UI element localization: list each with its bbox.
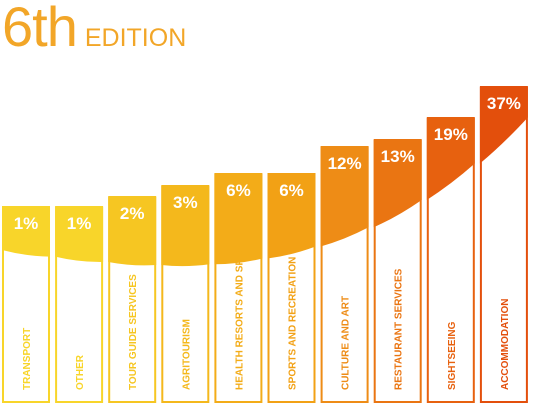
page-title: 6th EDITION: [2, 0, 186, 59]
bar-fill: [214, 174, 263, 265]
bar: [108, 196, 157, 403]
category-label: TOUR GUIDE SERVICES: [128, 274, 139, 390]
category-label: TRANSPORT: [22, 328, 33, 390]
category-label: AGRITOURISM: [181, 319, 192, 390]
category-label: SPORTS AND RECREATION: [288, 257, 299, 390]
edition-number: 6th: [2, 0, 78, 58]
value-label: 12%: [328, 154, 362, 173]
value-label: 2%: [120, 204, 145, 223]
bar: [267, 173, 316, 403]
value-label: 3%: [173, 193, 198, 212]
value-label: 19%: [434, 125, 468, 144]
category-label: CULTURE AND ART: [341, 296, 352, 390]
edition-word: EDITION: [84, 24, 187, 52]
bar-fill: [161, 186, 210, 267]
bar: [373, 139, 422, 403]
bar: [161, 185, 210, 403]
category-label: OTHER: [75, 354, 86, 390]
category-label: ACCOMMODATION: [500, 299, 511, 390]
bar-fill: [267, 174, 316, 259]
value-label: 6%: [279, 181, 304, 200]
category-label: RESTAURANT SERVICES: [394, 268, 405, 390]
bar: [214, 173, 263, 403]
value-label: 13%: [381, 147, 415, 166]
bar-fill: [55, 207, 104, 263]
bar-fill: [108, 197, 157, 266]
bar: [2, 206, 50, 403]
value-label: 6%: [226, 181, 251, 200]
value-label: 1%: [67, 214, 92, 233]
bar: [479, 86, 528, 403]
category-label: HEALTH RESORTS AND SPAS: [234, 245, 245, 390]
bar-fill: [479, 87, 528, 164]
value-label: 37%: [487, 94, 521, 113]
bar-fill: [373, 140, 422, 228]
bar-fill: [2, 207, 50, 257]
bar: [55, 206, 104, 403]
bar-fill: [426, 118, 475, 200]
bar: [426, 117, 475, 403]
value-label: 1%: [14, 214, 39, 233]
bar: [320, 146, 369, 403]
category-label: SIGHTSEEING: [447, 321, 458, 390]
bar-fill: [320, 147, 369, 247]
